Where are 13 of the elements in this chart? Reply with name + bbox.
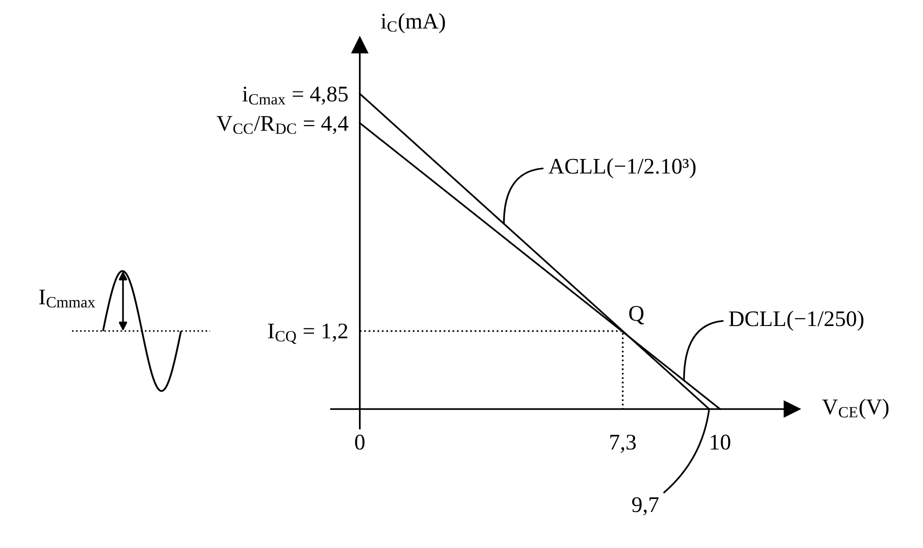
y-axis-title: i$_{C}$(mA): [381, 13, 445, 34]
annotation: DCLL(−1/250): [729, 310, 864, 331]
x-axis-title: V$_{CE}$(V): [822, 398, 888, 419]
y-tick-label: i$_{Cmax}$ = 4,85: [242, 86, 348, 105]
x-tick-label: 10: [710, 434, 730, 450]
annotation: 9,7: [632, 497, 659, 516]
y-tick-label: I$_{CQ}$ = 1,2: [268, 324, 348, 344]
y-tick-label: V$_{CC}$/R$_{DC}$ = 4,4: [216, 116, 348, 134]
x-tick-label: 0: [355, 434, 365, 450]
annotation: Q: [629, 306, 644, 324]
x-tick-label: 7,3: [610, 434, 636, 453]
text: I$_{Cmmax}$: [39, 290, 96, 308]
annotation: ACLL(−1/2.10³): [548, 158, 696, 178]
